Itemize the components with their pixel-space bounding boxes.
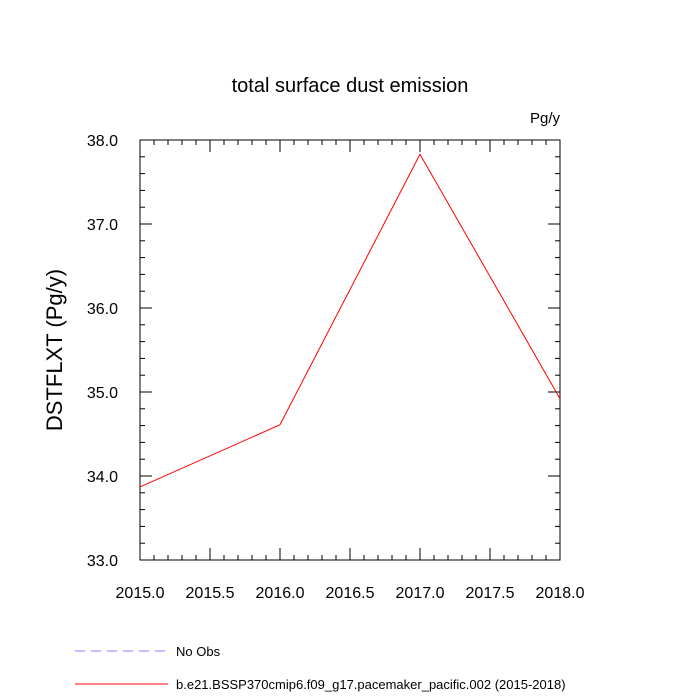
legend-label: No Obs bbox=[176, 644, 221, 659]
y-tick-labels: 33.0 34.0 35.0 36.0 37.0 38.0 bbox=[87, 133, 118, 570]
x-tick-labels: 2015.0 2015.5 2016.0 2016.5 2017.0 2017.5 2018… bbox=[116, 585, 585, 602]
y-tick-label: 34.0 bbox=[87, 469, 118, 486]
chart-title: total surface dust emission bbox=[232, 75, 469, 97]
legend-label: b.e21.BSSP370cmip6.f09_g17.pacemaker_pac… bbox=[176, 677, 566, 692]
units-label: Pg/y bbox=[530, 110, 561, 127]
x-tick-label: 2017.0 bbox=[396, 585, 445, 602]
y-tick-label: 37.0 bbox=[87, 217, 118, 234]
legend: No Obs b.e21.BSSP370cmip6.f09_g17.pacemak… bbox=[75, 644, 566, 692]
y-tick-label: 35.0 bbox=[87, 385, 118, 402]
x-tick-label: 2015.0 bbox=[116, 585, 165, 602]
plot-frame bbox=[139, 139, 561, 561]
x-tick-label: 2016.5 bbox=[326, 585, 375, 602]
y-tick-label: 33.0 bbox=[87, 553, 118, 570]
series-line-1 bbox=[139, 153, 561, 488]
y-axis-label: DSTFLXT (Pg/y) bbox=[42, 269, 67, 431]
series-lines bbox=[139, 153, 561, 488]
x-tick-label: 2017.5 bbox=[466, 585, 515, 602]
x-tick-label: 2018.0 bbox=[536, 585, 585, 602]
y-tick-label: 38.0 bbox=[87, 133, 118, 150]
x-tick-label: 2015.5 bbox=[186, 585, 235, 602]
x-tick-label: 2016.0 bbox=[256, 585, 305, 602]
y-tick-label: 36.0 bbox=[87, 301, 118, 318]
axis-ticks bbox=[139, 139, 561, 561]
